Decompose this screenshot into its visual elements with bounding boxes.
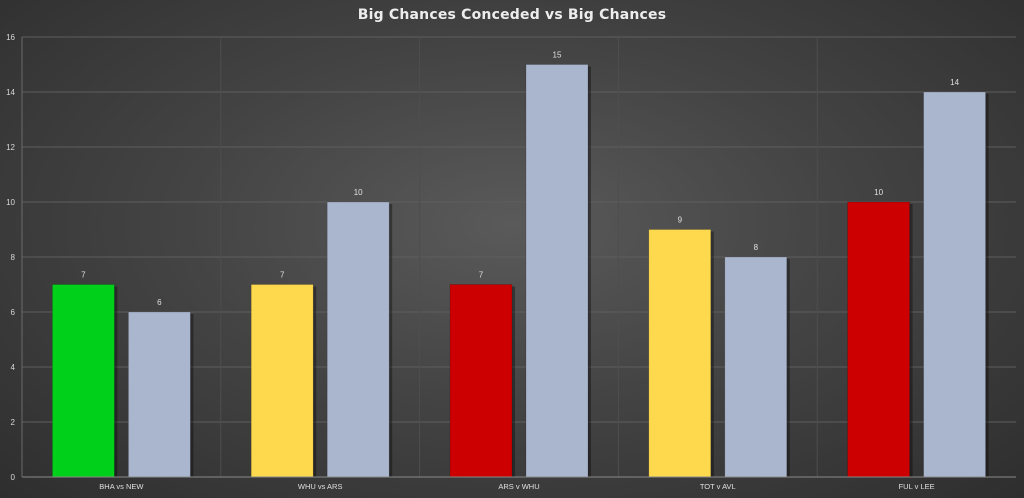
y-tick-label: 14: [6, 88, 15, 97]
data-label: 15: [553, 51, 562, 60]
y-tick-label: 8: [11, 253, 16, 262]
data-label: 7: [81, 271, 86, 280]
data-label: 10: [874, 188, 883, 197]
bar: [847, 201, 910, 478]
bar: [923, 91, 986, 478]
y-tick-label: 2: [11, 418, 16, 427]
bar: [326, 201, 390, 478]
data-label: 7: [479, 271, 484, 280]
y-tick-label: 0: [11, 473, 16, 482]
x-tick-label: FUL v LEE: [899, 482, 935, 491]
y-tick-label: 4: [11, 363, 16, 372]
bar: [128, 311, 191, 478]
y-tick-label: 10: [6, 198, 15, 207]
bar: [525, 64, 589, 478]
bars: [52, 64, 989, 478]
bar: [648, 229, 712, 478]
x-tick-label: ARS v WHU: [498, 482, 539, 491]
bar: [724, 256, 788, 478]
x-tick-label: BHA vs NEW: [99, 482, 144, 491]
bar: [52, 284, 115, 478]
y-tick-label: 16: [6, 33, 15, 42]
bar: [250, 284, 314, 478]
chart-title: Big Chances Conceded vs Big Chances: [357, 7, 667, 23]
data-label: 9: [678, 216, 683, 225]
labels: 0 2 4 6 8 10 12 14 16 7 6 BHA vs NEW 7 10 WHU vs ARS 7 1…: [6, 33, 960, 491]
data-label: 10: [354, 188, 363, 197]
data-label: 8: [754, 243, 759, 252]
y-tick-label: 6: [11, 308, 16, 317]
data-label: 6: [157, 298, 162, 307]
data-label: 14: [950, 78, 959, 87]
x-tick-label: TOT v AVL: [700, 482, 736, 491]
bar: [449, 284, 513, 478]
x-tick-label: WHU vs ARS: [298, 482, 343, 491]
y-tick-label: 12: [6, 143, 15, 152]
axes: [21, 37, 1016, 478]
data-label: 7: [280, 271, 285, 280]
